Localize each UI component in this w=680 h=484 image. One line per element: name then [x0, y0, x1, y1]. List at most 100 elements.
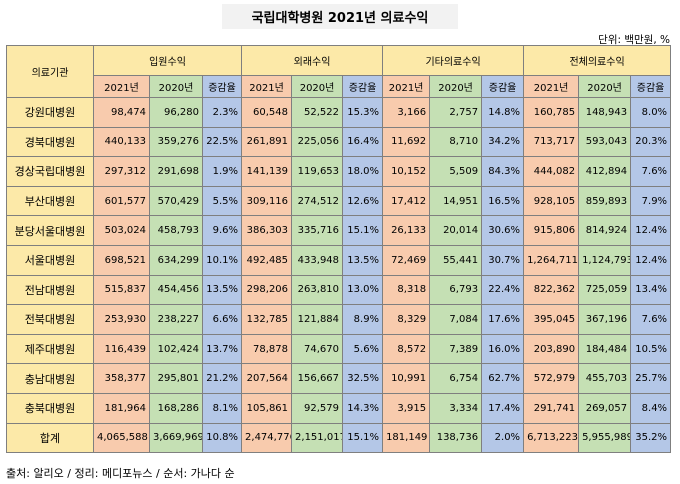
value-cell: 10.5%: [630, 333, 672, 365]
value-cell: 297,312: [93, 156, 150, 187]
value-cell: 412,894: [578, 156, 632, 187]
value-cell: 207,564: [241, 363, 293, 394]
sub-header-2021: 2021년: [93, 75, 150, 98]
sub-header-2020: 2020년: [149, 75, 203, 98]
value-cell: 22.5%: [201, 126, 243, 158]
title-bar: 국립대학병원 2021년 의료수익: [0, 4, 680, 30]
value-cell: 698,521: [93, 244, 150, 276]
value-cell: 601,577: [93, 185, 150, 217]
value-cell: 261,891: [241, 126, 293, 158]
value-cell: 13.4%: [630, 274, 672, 306]
value-cell: 298,206: [241, 274, 293, 306]
value-cell: 274,512: [291, 185, 344, 217]
value-cell: 156,667: [291, 363, 344, 394]
value-cell: 21.2%: [201, 363, 243, 394]
group-header-outpatient: 외래수익: [241, 45, 384, 76]
header-row-years: 2021년 2020년 증감율 2021년 2020년 증감율 2021년 20…: [7, 75, 672, 98]
value-cell: 253,930: [93, 304, 150, 335]
value-cell: 116,439: [93, 333, 150, 365]
value-cell: 11,692: [382, 126, 431, 158]
value-cell: 138,736: [429, 422, 483, 454]
value-cell: 358,377: [93, 363, 150, 394]
value-cell: 10.1%: [201, 244, 243, 276]
table-body: 강원대병원 98,474 96,280 2.3% 60,548 52,522 15.3% 3,…: [6, 97, 672, 454]
value-cell: 16.4%: [342, 126, 384, 158]
value-cell: 55,441: [429, 244, 483, 276]
group-header-other: 기타의료수익: [382, 45, 525, 76]
hospital-name-cell: 분당서울대병원: [6, 215, 94, 246]
value-cell: 433,948: [291, 244, 344, 276]
value-cell: 17.4%: [481, 392, 525, 424]
value-cell: 6,713,223: [523, 422, 580, 454]
value-cell: 10.8%: [201, 422, 243, 454]
value-cell: 141,139: [241, 156, 293, 187]
hospital-name-cell: 경상국립대병원: [6, 156, 94, 187]
sub-header-rate: 증감율: [201, 75, 243, 98]
value-cell: 52,522: [291, 97, 344, 128]
value-cell: 160,785: [523, 97, 580, 128]
value-cell: 2,474,776: [241, 422, 293, 454]
value-cell: 96,280: [149, 97, 203, 128]
value-cell: 14.3%: [342, 392, 384, 424]
value-cell: 593,043: [578, 126, 632, 158]
value-cell: 12.4%: [630, 215, 672, 246]
value-cell: 814,924: [578, 215, 632, 246]
value-cell: 503,024: [93, 215, 150, 246]
value-cell: 859,893: [578, 185, 632, 217]
value-cell: 30.7%: [481, 244, 525, 276]
value-cell: 8.0%: [630, 97, 672, 128]
value-cell: 335,716: [291, 215, 344, 246]
hospital-name-cell: 경북대병원: [6, 126, 94, 158]
value-cell: 8.1%: [201, 392, 243, 424]
value-cell: 570,429: [149, 185, 203, 217]
value-cell: 32.5%: [342, 363, 384, 394]
value-cell: 16.5%: [481, 185, 525, 217]
table-row: 부산대병원 601,577 570,429 5.5% 309,116 274,512 12.…: [6, 185, 672, 217]
value-cell: 2,151,017: [291, 422, 344, 454]
sub-header-2021: 2021년: [241, 75, 293, 98]
value-cell: 16.0%: [481, 333, 525, 365]
value-cell: 62.7%: [481, 363, 525, 394]
value-cell: 5,509: [429, 156, 483, 187]
value-cell: 5.6%: [342, 333, 384, 365]
value-cell: 13.5%: [342, 244, 384, 276]
value-cell: 8,710: [429, 126, 483, 158]
value-cell: 181,149: [382, 422, 431, 454]
value-cell: 25.7%: [630, 363, 672, 394]
value-cell: 572,979: [523, 363, 580, 394]
value-cell: 367,196: [578, 304, 632, 335]
value-cell: 269,057: [578, 392, 632, 424]
sub-header-2020: 2020년: [578, 75, 632, 98]
value-cell: 20.3%: [630, 126, 672, 158]
value-cell: 5,955,989: [578, 422, 632, 454]
table-row: 충북대병원 181,964 168,286 8.1% 105,861 92,579 14.3…: [6, 392, 672, 424]
value-cell: 458,793: [149, 215, 203, 246]
value-cell: 13.0%: [342, 274, 384, 306]
value-cell: 34.2%: [481, 126, 525, 158]
hospital-name-cell: 강원대병원: [6, 97, 94, 128]
value-cell: 634,299: [149, 244, 203, 276]
value-cell: 35.2%: [630, 422, 672, 454]
value-cell: 17.6%: [481, 304, 525, 335]
table-row: 서울대병원 698,521 634,299 10.1% 492,485 433,948 13…: [6, 244, 672, 276]
table-row: 충남대병원 358,377 295,801 21.2% 207,564 156,667 32…: [6, 363, 672, 394]
value-cell: 7.9%: [630, 185, 672, 217]
value-cell: 203,890: [523, 333, 580, 365]
hospital-name-cell: 전북대병원: [6, 304, 94, 335]
value-cell: 119,653: [291, 156, 344, 187]
value-cell: 98,474: [93, 97, 150, 128]
value-cell: 6,793: [429, 274, 483, 306]
value-cell: 15.1%: [342, 215, 384, 246]
value-cell: 78,878: [241, 333, 293, 365]
sub-header-2021: 2021년: [523, 75, 580, 98]
unit-note: 단위: 백만원, %: [598, 34, 670, 46]
value-cell: 6,754: [429, 363, 483, 394]
value-cell: 454,456: [149, 274, 203, 306]
value-cell: 3,334: [429, 392, 483, 424]
value-cell: 8,329: [382, 304, 431, 335]
value-cell: 8,318: [382, 274, 431, 306]
value-cell: 8.9%: [342, 304, 384, 335]
value-cell: 3,669,969: [149, 422, 203, 454]
value-cell: 17,412: [382, 185, 431, 217]
table-title: 국립대학병원 2021년 의료수익: [221, 4, 459, 29]
